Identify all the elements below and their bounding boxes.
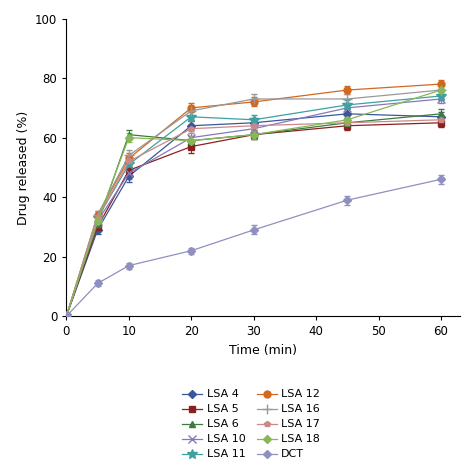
X-axis label: Time (min): Time (min) xyxy=(229,344,297,357)
Y-axis label: Drug released (%): Drug released (%) xyxy=(17,110,29,225)
Legend: LSA 4, LSA 5, LSA 6, LSA 10, LSA 11, LSA 12, LSA 16, LSA 17, LSA 18, DCT: LSA 4, LSA 5, LSA 6, LSA 10, LSA 11, LSA… xyxy=(182,390,320,459)
